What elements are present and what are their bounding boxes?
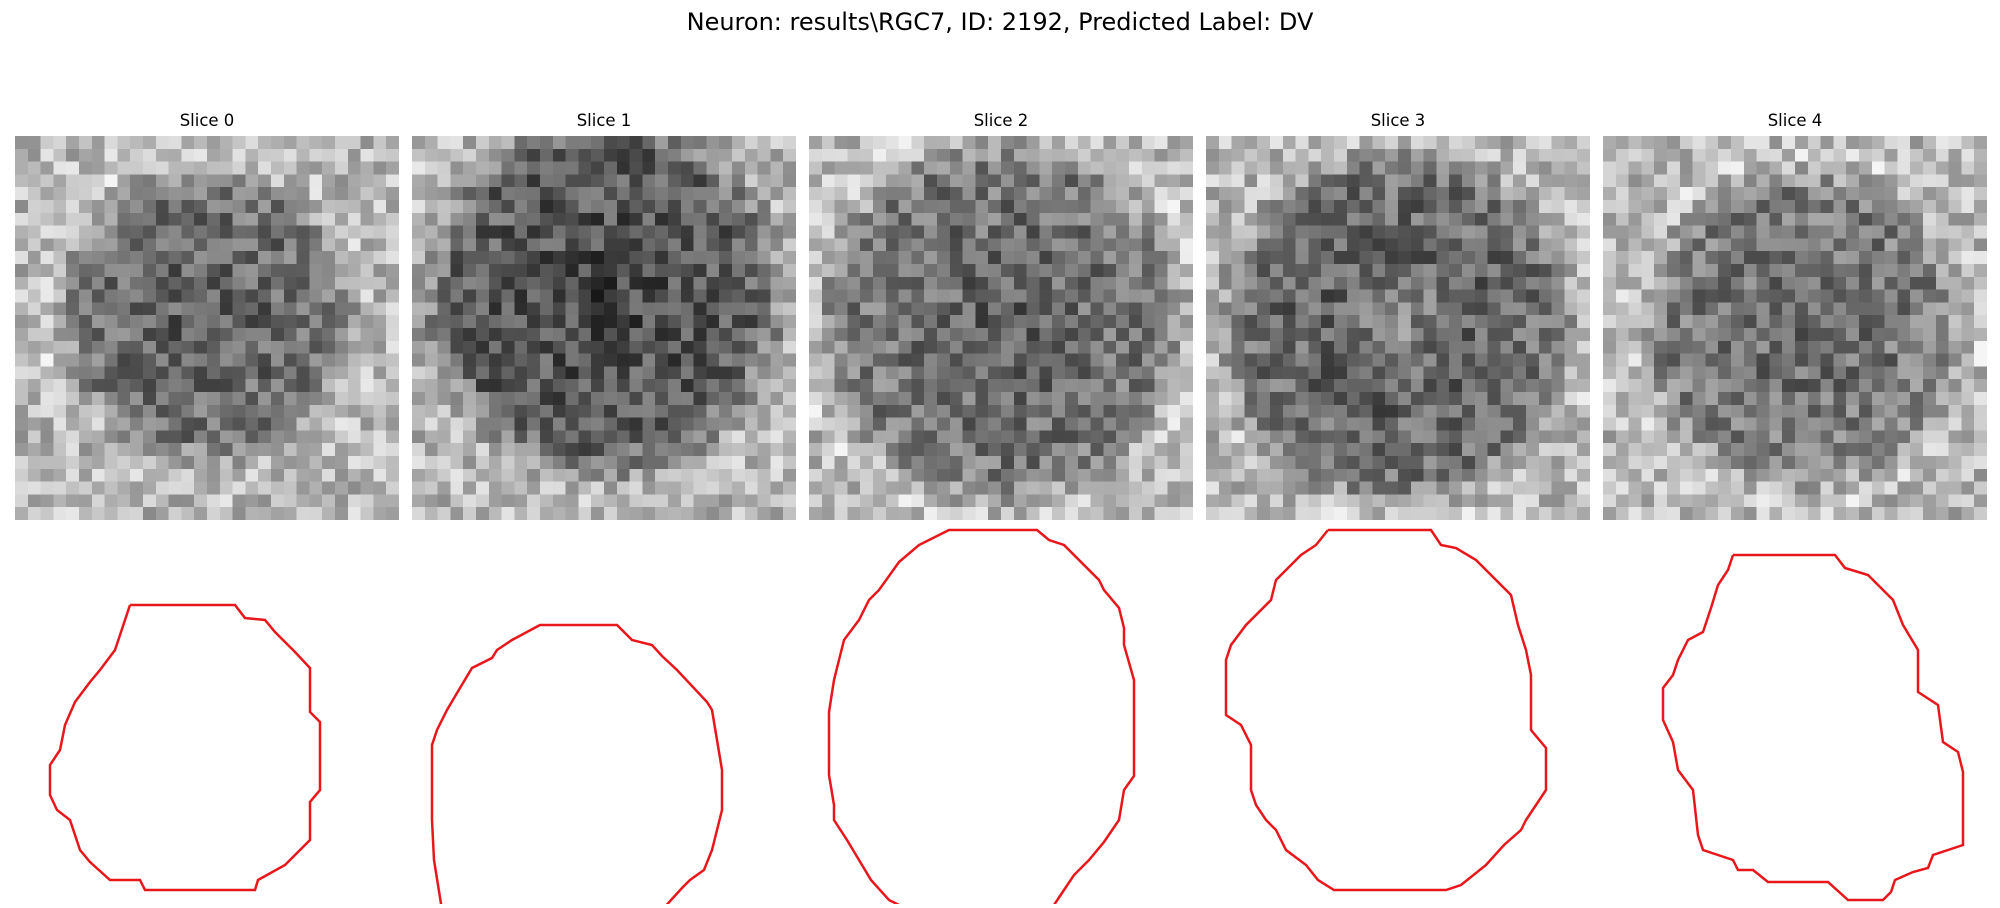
slice-title-3: Slice 3 (1370, 111, 1426, 130)
slice-panel-0: Slice 0 (15, 110, 399, 908)
slice-pixels-2 (809, 136, 1193, 520)
slice-title-0: Slice 0 (179, 111, 235, 130)
slice-panel-2: Slice 2 (809, 110, 1193, 908)
slice-image-1 (412, 136, 796, 520)
slice-image-3 (1206, 136, 1590, 520)
slice-outline-0 (48, 603, 322, 892)
slice-image-2 (809, 136, 1193, 520)
slice-panel-3: Slice 3 (1206, 110, 1590, 908)
slice-outline-2 (827, 528, 1136, 908)
cell-outline-3 (1224, 528, 1548, 892)
cell-outline-0 (48, 603, 322, 892)
slice-panel-4: Slice 4 (1603, 110, 1987, 908)
slice-pixels-3 (1206, 136, 1590, 520)
slice-outline-1 (430, 623, 724, 908)
slice-title-1: Slice 1 (576, 111, 632, 130)
slice-image-4 (1603, 136, 1987, 520)
slice-image-0 (15, 136, 399, 520)
cell-outline-4 (1661, 553, 1965, 902)
cell-outline-1 (430, 623, 724, 908)
cell-outline-2 (827, 528, 1136, 908)
slice-outline-4 (1661, 553, 1965, 902)
slice-title-4: Slice 4 (1767, 111, 1823, 130)
figure-title: Neuron: results\RGC7, ID: 2192, Predicte… (686, 8, 1314, 36)
slice-outline-3 (1224, 528, 1548, 892)
slice-pixels-1 (412, 136, 796, 520)
slice-title-2: Slice 2 (973, 111, 1029, 130)
slice-pixels-4 (1603, 136, 1987, 520)
slice-pixels-0 (15, 136, 399, 520)
slice-panel-1: Slice 1 (412, 110, 796, 908)
